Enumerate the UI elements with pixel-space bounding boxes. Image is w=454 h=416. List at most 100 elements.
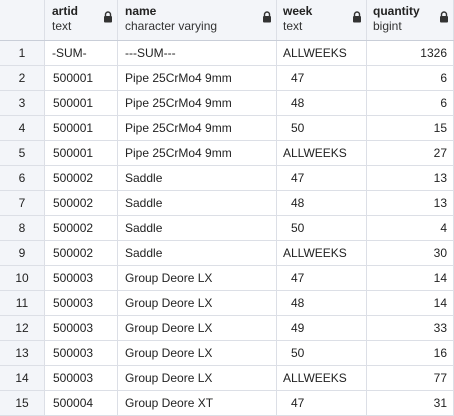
artid-cell[interactable]: 500003 (45, 291, 118, 315)
table-row[interactable]: 5 500001 Pipe 25CrMo4 9mm ALLWEEKS 27 (0, 141, 454, 166)
name-cell[interactable]: Group Deore LX (118, 341, 277, 365)
column-name: week (283, 4, 313, 18)
week-cell[interactable]: ALLWEEKS (277, 241, 367, 265)
artid-cell[interactable]: -SUM- (45, 41, 118, 65)
quantity-cell[interactable]: 77 (367, 366, 454, 390)
row-number-header (0, 0, 45, 40)
week-cell[interactable]: 50 (277, 341, 367, 365)
quantity-cell[interactable]: 13 (367, 166, 454, 190)
week-cell[interactable]: 50 (277, 216, 367, 240)
row-number-cell[interactable]: 9 (0, 241, 45, 265)
table-row[interactable]: 15 500004 Group Deore XT 47 31 (0, 391, 454, 416)
artid-cell[interactable]: 500001 (45, 91, 118, 115)
week-cell[interactable]: ALLWEEKS (277, 141, 367, 165)
quantity-cell[interactable]: 27 (367, 141, 454, 165)
table-row[interactable]: 2 500001 Pipe 25CrMo4 9mm 47 6 (0, 66, 454, 91)
table-row[interactable]: 10 500003 Group Deore LX 47 14 (0, 266, 454, 291)
row-number-cell[interactable]: 11 (0, 291, 45, 315)
quantity-cell[interactable]: 31 (367, 391, 454, 415)
name-cell[interactable]: Group Deore XT (118, 391, 277, 415)
name-cell[interactable]: Pipe 25CrMo4 9mm (118, 91, 277, 115)
column-header-artid[interactable]: artid text (45, 0, 118, 40)
name-cell[interactable]: Saddle (118, 166, 277, 190)
row-number-cell[interactable]: 12 (0, 316, 45, 340)
column-header-quantity[interactable]: quantity bigint (367, 0, 454, 40)
week-cell[interactable]: ALLWEEKS (277, 41, 367, 65)
name-cell[interactable]: ---SUM--- (118, 41, 277, 65)
table-row[interactable]: 4 500001 Pipe 25CrMo4 9mm 50 15 (0, 116, 454, 141)
week-cell[interactable]: 47 (277, 266, 367, 290)
lock-icon (104, 11, 112, 23)
week-cell[interactable]: ALLWEEKS (277, 366, 367, 390)
row-number-cell[interactable]: 14 (0, 366, 45, 390)
row-number-cell[interactable]: 1 (0, 41, 45, 65)
quantity-cell[interactable]: 1326 (367, 41, 454, 65)
name-cell[interactable]: Group Deore LX (118, 366, 277, 390)
week-cell[interactable]: 47 (277, 391, 367, 415)
quantity-cell[interactable]: 33 (367, 316, 454, 340)
artid-cell[interactable]: 500004 (45, 391, 118, 415)
week-cell[interactable]: 48 (277, 91, 367, 115)
lock-icon (440, 11, 448, 23)
week-cell[interactable]: 47 (277, 66, 367, 90)
table-row[interactable]: 9 500002 Saddle ALLWEEKS 30 (0, 241, 454, 266)
quantity-cell[interactable]: 14 (367, 291, 454, 315)
quantity-cell[interactable]: 30 (367, 241, 454, 265)
quantity-cell[interactable]: 14 (367, 266, 454, 290)
column-type: bigint (373, 19, 402, 33)
row-number-cell[interactable]: 5 (0, 141, 45, 165)
quantity-cell[interactable]: 13 (367, 191, 454, 215)
name-cell[interactable]: Saddle (118, 241, 277, 265)
column-header-week[interactable]: week text (277, 0, 367, 40)
row-number-cell[interactable]: 10 (0, 266, 45, 290)
row-number-cell[interactable]: 13 (0, 341, 45, 365)
table-row[interactable]: 8 500002 Saddle 50 4 (0, 216, 454, 241)
row-number-cell[interactable]: 6 (0, 166, 45, 190)
week-cell[interactable]: 50 (277, 116, 367, 140)
week-cell[interactable]: 49 (277, 316, 367, 340)
name-cell[interactable]: Pipe 25CrMo4 9mm (118, 66, 277, 90)
name-cell[interactable]: Saddle (118, 216, 277, 240)
column-header-name[interactable]: name character varying (118, 0, 277, 40)
quantity-cell[interactable]: 6 (367, 91, 454, 115)
row-number-cell[interactable]: 3 (0, 91, 45, 115)
table-row[interactable]: 14 500003 Group Deore LX ALLWEEKS 77 (0, 366, 454, 391)
row-number-cell[interactable]: 2 (0, 66, 45, 90)
artid-cell[interactable]: 500002 (45, 216, 118, 240)
artid-cell[interactable]: 500001 (45, 116, 118, 140)
table-row[interactable]: 11 500003 Group Deore LX 48 14 (0, 291, 454, 316)
table-row[interactable]: 12 500003 Group Deore LX 49 33 (0, 316, 454, 341)
table-row[interactable]: 3 500001 Pipe 25CrMo4 9mm 48 6 (0, 91, 454, 116)
row-number-cell[interactable]: 4 (0, 116, 45, 140)
artid-cell[interactable]: 500002 (45, 241, 118, 265)
name-cell[interactable]: Pipe 25CrMo4 9mm (118, 141, 277, 165)
artid-cell[interactable]: 500003 (45, 316, 118, 340)
row-number-cell[interactable]: 15 (0, 391, 45, 415)
artid-cell[interactable]: 500001 (45, 66, 118, 90)
quantity-cell[interactable]: 4 (367, 216, 454, 240)
quantity-cell[interactable]: 15 (367, 116, 454, 140)
quantity-cell[interactable]: 16 (367, 341, 454, 365)
lock-icon (353, 11, 361, 23)
artid-cell[interactable]: 500003 (45, 266, 118, 290)
artid-cell[interactable]: 500002 (45, 191, 118, 215)
name-cell[interactable]: Group Deore LX (118, 266, 277, 290)
name-cell[interactable]: Pipe 25CrMo4 9mm (118, 116, 277, 140)
name-cell[interactable]: Saddle (118, 191, 277, 215)
name-cell[interactable]: Group Deore LX (118, 291, 277, 315)
week-cell[interactable]: 48 (277, 291, 367, 315)
week-cell[interactable]: 47 (277, 166, 367, 190)
quantity-cell[interactable]: 6 (367, 66, 454, 90)
table-row[interactable]: 13 500003 Group Deore LX 50 16 (0, 341, 454, 366)
artid-cell[interactable]: 500003 (45, 341, 118, 365)
table-row[interactable]: 6 500002 Saddle 47 13 (0, 166, 454, 191)
week-cell[interactable]: 48 (277, 191, 367, 215)
row-number-cell[interactable]: 8 (0, 216, 45, 240)
name-cell[interactable]: Group Deore LX (118, 316, 277, 340)
artid-cell[interactable]: 500003 (45, 366, 118, 390)
table-row[interactable]: 7 500002 Saddle 48 13 (0, 191, 454, 216)
artid-cell[interactable]: 500002 (45, 166, 118, 190)
table-row[interactable]: 1 -SUM- ---SUM--- ALLWEEKS 1326 (0, 41, 454, 66)
artid-cell[interactable]: 500001 (45, 141, 118, 165)
row-number-cell[interactable]: 7 (0, 191, 45, 215)
